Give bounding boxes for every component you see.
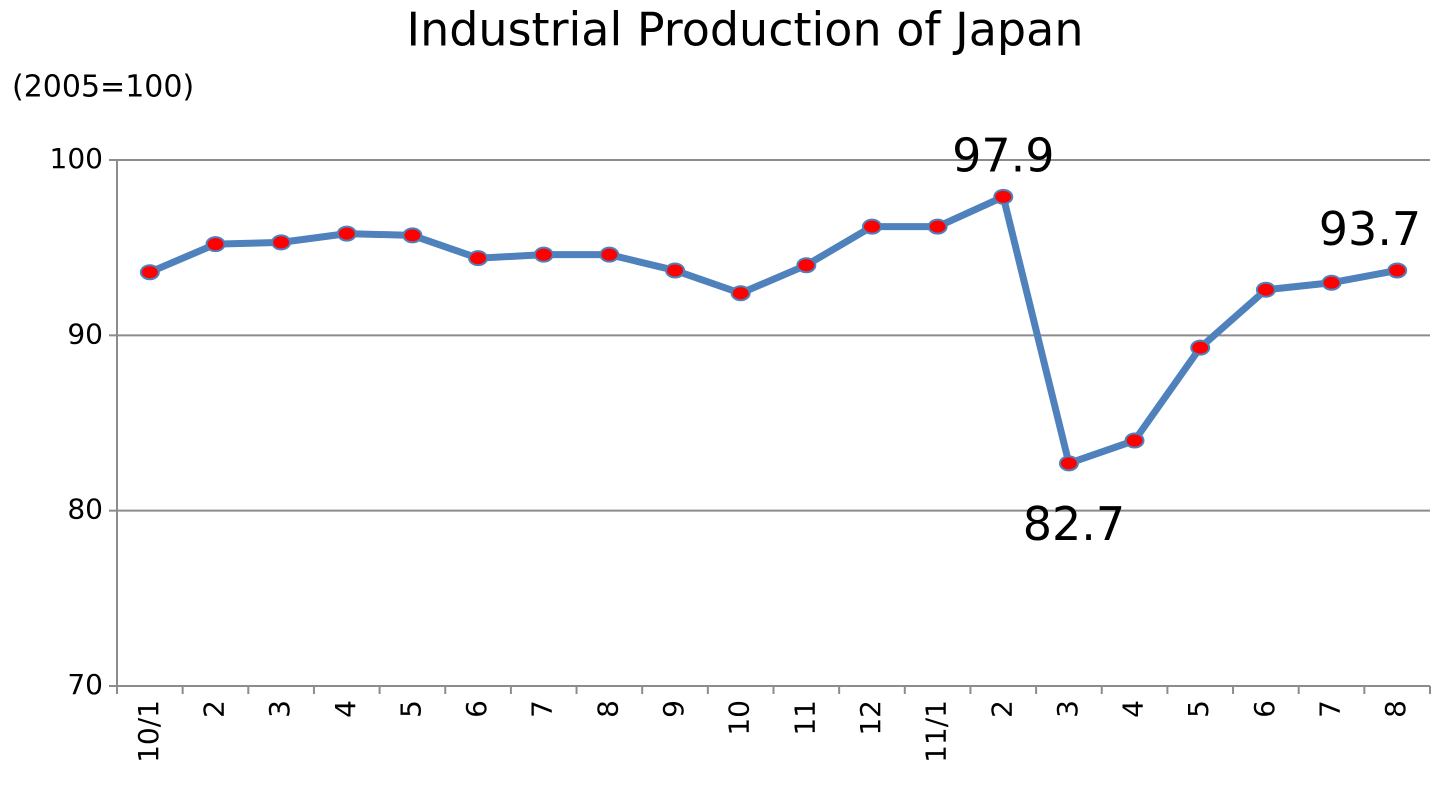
data-label: 93.7 <box>1319 202 1421 256</box>
point-marker <box>468 250 489 267</box>
x-tick-label: 7 <box>526 700 559 718</box>
point-marker <box>1387 262 1408 279</box>
series-line <box>148 193 1398 467</box>
data-label: 82.7 <box>1023 497 1125 551</box>
point-marker <box>1190 339 1211 356</box>
point-marker <box>205 236 226 253</box>
point-marker <box>927 218 948 235</box>
point-marker <box>993 188 1014 205</box>
point-marker <box>599 246 620 263</box>
x-tick-label: 3 <box>263 700 296 718</box>
x-tick-label: 9 <box>657 700 690 718</box>
point-marker <box>1124 432 1145 449</box>
chart-title: Industrial Production of Japan <box>407 3 1084 57</box>
y-tick-label: 80 <box>67 493 103 526</box>
x-tick-label: 4 <box>1117 700 1150 718</box>
x-tick-label: 8 <box>1379 700 1412 718</box>
x-tick-label: 2 <box>985 700 1018 718</box>
point-marker <box>796 257 817 274</box>
x-tick-label: 5 <box>1182 700 1215 718</box>
point-marker <box>139 264 160 281</box>
y-tick-label: 90 <box>67 317 103 350</box>
point-marker <box>1058 455 1079 472</box>
point-marker <box>665 262 686 279</box>
x-tick-label: 11 <box>788 700 821 736</box>
x-tick-label: 2 <box>197 700 230 718</box>
x-tick-label: 10/1 <box>132 700 165 763</box>
point-marker <box>1255 281 1276 298</box>
x-tick-label: 8 <box>591 700 624 718</box>
x-tick-label: 12 <box>854 700 887 736</box>
x-tick-label: 4 <box>329 700 362 718</box>
point-marker <box>402 227 423 244</box>
x-tick-label: 7 <box>1314 700 1347 718</box>
point-marker <box>336 225 357 242</box>
point-marker <box>730 285 751 302</box>
data-label: 97.9 <box>952 128 1054 182</box>
x-tick-label: 6 <box>460 700 493 718</box>
x-tick-label: 3 <box>1051 700 1084 718</box>
x-tick-label: 10 <box>723 700 756 736</box>
point-marker <box>1321 274 1342 291</box>
point-marker <box>271 234 292 251</box>
point-marker <box>861 218 882 235</box>
x-tick-label: 11/1 <box>920 700 953 763</box>
y-tick-label: 100 <box>50 142 103 175</box>
y-axis-label: (2005=100) <box>12 70 194 105</box>
point-marker <box>533 246 554 263</box>
x-tick-label: 5 <box>394 700 427 718</box>
y-tick-label: 70 <box>67 668 103 701</box>
x-tick-label: 6 <box>1248 700 1281 718</box>
